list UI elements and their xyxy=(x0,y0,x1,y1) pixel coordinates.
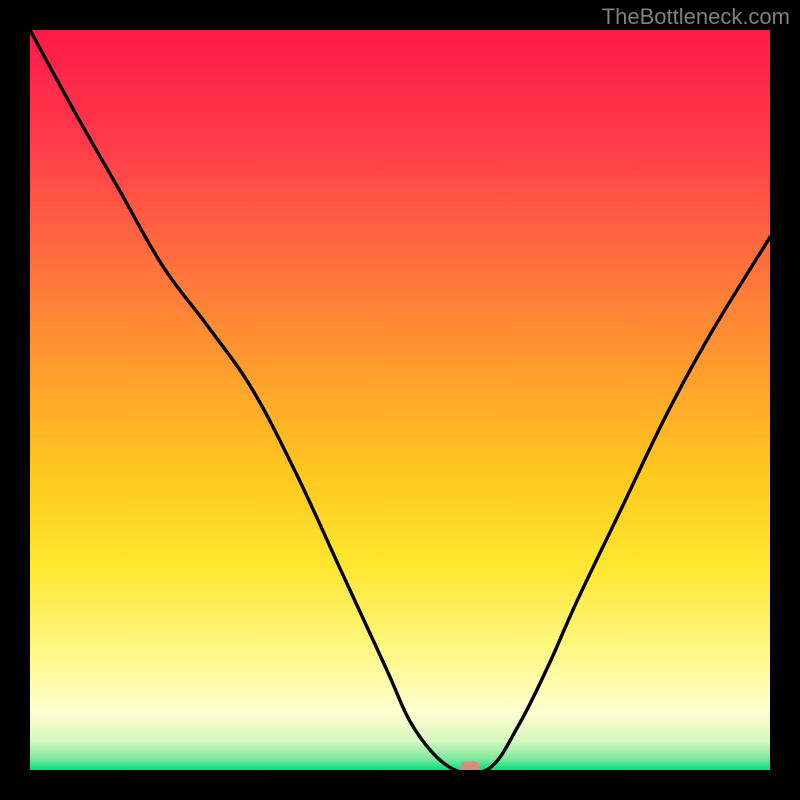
gradient-background xyxy=(30,30,770,770)
chart-svg xyxy=(0,0,800,800)
watermark-text: TheBottleneck.com xyxy=(602,4,790,30)
chart-container: TheBottleneck.com xyxy=(0,0,800,800)
